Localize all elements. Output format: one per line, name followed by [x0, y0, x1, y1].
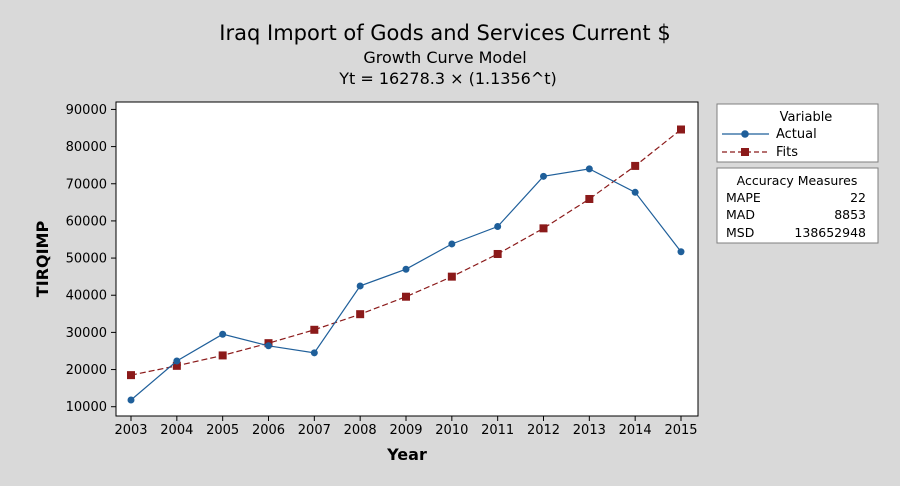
point-actual [310, 349, 318, 357]
point-actual [127, 396, 135, 404]
accuracy-value-msd: 138652948 [794, 225, 866, 240]
point-fits [631, 161, 640, 170]
point-fits [218, 351, 227, 360]
accuracy-label-mape: MAPE [726, 190, 761, 205]
point-fits [402, 292, 410, 301]
plot-area [115, 101, 699, 417]
x-tick-label: 2009 [389, 423, 422, 438]
y-axis: 10000 20000 30000 40000 50000 60000 70000 80000… [66, 103, 116, 415]
point-actual [173, 357, 181, 365]
x-tick-label: 2004 [160, 423, 193, 438]
point-actual [265, 342, 272, 350]
point-fits [447, 272, 456, 281]
point-fits [172, 361, 181, 370]
point-actual [677, 248, 685, 256]
point-fits [356, 310, 365, 319]
x-tick-label: 2010 [435, 423, 468, 438]
chart-subtitle: Growth Curve Model [363, 48, 526, 67]
accuracy-label-mad: MAD [726, 207, 755, 222]
legend-marker-fits [741, 148, 749, 156]
point-actual [402, 265, 410, 273]
y-tick-label: 80000 [66, 140, 107, 155]
point-actual [631, 188, 639, 196]
x-axis-title: Year [386, 445, 427, 464]
x-tick-label: 2003 [114, 423, 147, 438]
point-fits [127, 371, 135, 380]
legend-title: Variable [780, 110, 833, 125]
x-tick-label: 2011 [481, 423, 514, 438]
x-tick-label: 2013 [573, 423, 606, 438]
x-tick-label: 2005 [206, 423, 239, 438]
accuracy-value-mape: 22 [850, 190, 866, 205]
legend-label-actual: Actual [776, 127, 817, 142]
x-axis: 2003 2004 2005 2006 2007 2008 2009 2010 2011 2012… [114, 416, 698, 438]
y-tick-label: 50000 [66, 252, 107, 267]
y-tick-label: 20000 [66, 363, 107, 378]
y-axis-title: TIRQIMP [33, 221, 52, 298]
x-tick-label: 2012 [527, 423, 560, 438]
x-tick-label: 2007 [298, 423, 331, 438]
x-tick-label: 2014 [619, 423, 652, 438]
x-tick-label: 2008 [344, 423, 377, 438]
point-fits [539, 224, 548, 233]
y-tick-label: 90000 [66, 103, 107, 118]
legend-marker-actual [741, 130, 749, 138]
point-actual [219, 330, 227, 338]
point-actual [494, 222, 502, 230]
point-actual [585, 165, 593, 173]
point-actual [448, 240, 456, 248]
point-actual [356, 282, 364, 290]
legend-label-fits: Fits [776, 145, 798, 160]
chart-equation: Yt = 16278.3 × (1.1356^t) [338, 69, 557, 88]
y-tick-label: 60000 [66, 214, 107, 229]
point-fits [493, 249, 502, 258]
accuracy-label-msd: MSD [726, 225, 754, 240]
accuracy-measures: Accuracy Measures MAPE 22 MAD 8853 MSD 1… [716, 167, 879, 244]
point-fits [585, 194, 594, 203]
accuracy-value-mad: 8853 [834, 207, 866, 222]
x-tick-label: 2015 [664, 423, 697, 438]
point-actual [540, 172, 547, 180]
x-tick-label: 2006 [252, 423, 285, 438]
legend: Variable Actual Fits [716, 103, 879, 163]
chart-title: Iraq Import of Gods and Services Current… [219, 21, 670, 45]
y-tick-label: 10000 [66, 400, 107, 415]
accuracy-box [716, 167, 879, 244]
series-layer [127, 125, 685, 404]
point-fits [677, 125, 685, 134]
accuracy-title: Accuracy Measures [737, 173, 858, 188]
y-tick-label: 70000 [66, 177, 107, 192]
point-fits [310, 325, 319, 334]
y-tick-label: 40000 [66, 289, 107, 304]
y-tick-label: 30000 [66, 326, 107, 341]
